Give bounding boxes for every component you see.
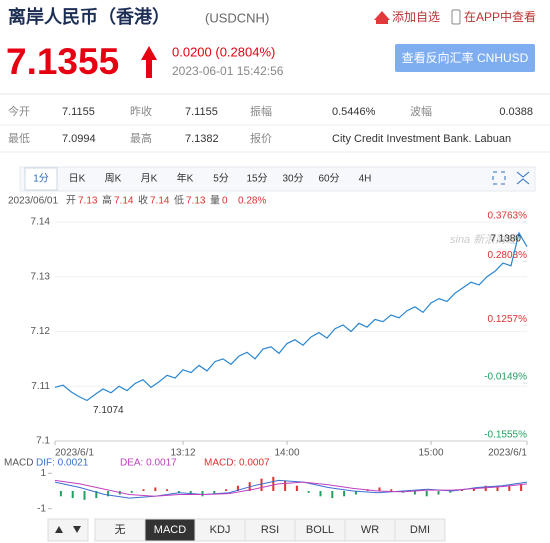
y-tick-label: 7.1: [36, 436, 50, 447]
x-tick-label: 15:00: [418, 448, 443, 459]
tab-bar: [19, 166, 536, 192]
info-label: 量: [210, 195, 220, 207]
indicator-tab[interactable]: BOLL: [306, 524, 334, 536]
stat-label: 今开: [8, 104, 30, 118]
macd-line: [54, 479, 528, 499]
info-date: 2023/06/01: [8, 196, 58, 207]
stat-label: 报价: [250, 131, 272, 145]
stat-label: 最高: [130, 131, 152, 145]
price-line: [54, 231, 528, 402]
x-tick-label: 13:12: [170, 448, 195, 459]
stat-label: 最低: [8, 132, 30, 145]
up-arrow: [141, 46, 157, 78]
stat-label: 波幅: [410, 105, 432, 118]
stat-value: 7.1155: [185, 106, 218, 118]
x-tick-label: 2023/6/1: [488, 448, 527, 459]
phone-icon[interactable]: [451, 9, 461, 25]
watermark: sina 新浪财经: [450, 233, 518, 246]
stat-value: 0.0388: [499, 106, 533, 118]
info-label: 高: [102, 194, 112, 207]
price: 7.1355: [6, 41, 119, 82]
y-tick-label: 7.12: [31, 326, 51, 337]
info-label: 开: [66, 196, 76, 207]
info-value: 7.14: [150, 196, 170, 207]
stat-value: 7.1382: [185, 133, 219, 145]
tab[interactable]: 60分: [318, 173, 339, 185]
info-value: 7.14: [114, 196, 134, 207]
macd-legend: DIF: 0.0021: [36, 458, 89, 469]
indicator-tab[interactable]: KDJ: [210, 524, 231, 536]
stat-label: 振幅: [250, 104, 272, 118]
info-value: 0: [222, 196, 228, 207]
stat-value: 7.1155: [62, 106, 95, 118]
info-value: 7.13: [78, 196, 98, 207]
indicator-tab[interactable]: WR: [361, 524, 379, 536]
indicator-tab[interactable]: 无: [115, 524, 126, 536]
macd-legend: MACD: 0.0007: [204, 458, 270, 469]
title: 离岸人民币（香港）: [8, 6, 170, 27]
app-link[interactable]: 在APP中查看: [464, 9, 536, 24]
tab[interactable]: 周K: [105, 173, 122, 185]
scroll-buttons[interactable]: [47, 518, 89, 542]
y-tick-label: 7.11: [31, 381, 50, 392]
macd-tick-label: -1: [37, 503, 46, 514]
tab[interactable]: 15分: [246, 173, 267, 185]
y2-tick-label: -0.1555%: [484, 430, 527, 441]
stat-value: 0.5446%: [332, 106, 376, 118]
collapse-icon[interactable]: [516, 171, 530, 185]
x-tick-label: 14:00: [274, 448, 299, 459]
tab[interactable]: 1分: [33, 173, 49, 185]
fullscreen-icon[interactable]: [492, 171, 506, 185]
add-watch[interactable]: 添加自选: [392, 10, 440, 24]
info-value: 7.13: [186, 196, 206, 207]
tab[interactable]: 月K: [141, 173, 158, 185]
stat-value: 7.0994: [62, 133, 96, 145]
info-label: 低: [174, 194, 184, 207]
reverse-button[interactable]: [395, 44, 535, 72]
tab[interactable]: 30分: [282, 173, 303, 185]
code: (USDCNH): [205, 10, 269, 25]
y2-tick-label: 0.3763%: [488, 211, 528, 222]
change: 0.0200 (0.2804%): [172, 44, 275, 59]
indicator-tab[interactable]: MACD: [154, 524, 186, 536]
stat-label: 昨收: [130, 104, 152, 118]
macd-legend: DEA: 0.0017: [120, 458, 177, 469]
indicator-tab-bg[interactable]: [394, 518, 446, 542]
tab[interactable]: 5分: [213, 173, 229, 185]
macd-line: [54, 479, 528, 497]
info-pct: 0.28%: [238, 196, 266, 207]
x-tick-label: 2023/6/1: [55, 448, 94, 459]
macd-tick-label: 1: [40, 468, 46, 479]
stat-value: City Credit Investment Bank. Labuan: [332, 133, 511, 145]
scroll-arrows[interactable]: [55, 526, 81, 533]
tab[interactable]: 4H: [359, 174, 372, 185]
time: 2023-06-01 15:42:56: [172, 64, 284, 78]
tab[interactable]: 日K: [69, 174, 86, 185]
extreme-label: 7.1380: [490, 234, 521, 245]
y2-tick-label: 0.1257%: [488, 314, 528, 325]
tab[interactable]: 年K: [177, 172, 194, 185]
watch-icon[interactable]: [374, 11, 390, 24]
tab-selected[interactable]: [24, 167, 58, 191]
y-tick-label: 7.14: [31, 217, 51, 228]
info-label: 收: [138, 194, 148, 207]
y-tick-label: 7.13: [31, 271, 51, 282]
button-label[interactable]: 查看反向汇率 CNHUSD: [402, 50, 529, 65]
y2-tick-label: 0.2803%: [488, 250, 528, 261]
y2-tick-label: -0.0149%: [484, 372, 527, 383]
extreme-label: 7.1074: [93, 405, 124, 416]
macd-title: MACD: [4, 458, 33, 469]
indicator-tab[interactable]: DMI: [410, 524, 430, 536]
indicator-tab[interactable]: RSI: [261, 524, 279, 536]
